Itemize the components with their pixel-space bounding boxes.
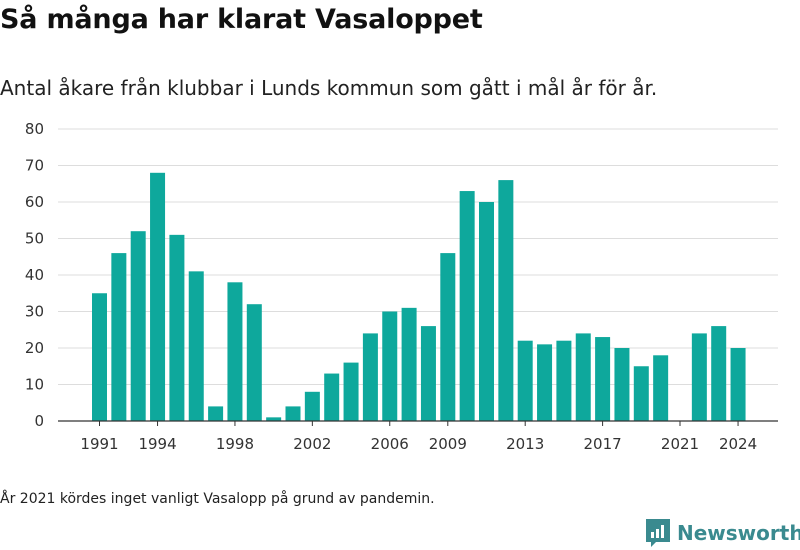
bar-2011 <box>479 202 494 421</box>
bar-2006 <box>382 311 398 421</box>
bar-2019 <box>633 366 649 421</box>
bar-2018 <box>614 348 630 421</box>
bar-1991 <box>92 293 107 421</box>
x-axis-ticks: 1991 1994 1998 2002 2006 2009 2013 2017 2021 2024 <box>80 421 757 453</box>
bar-chart: 0 10 20 30 40 50 60 70 80 1991 1994 1998 2002 2006 20… <box>25 120 778 453</box>
footnote: År 2021 kördes inget vanligt Vasalopp på… <box>0 491 435 507</box>
bars <box>92 172 746 421</box>
x-tick-label: 2021 <box>661 435 699 453</box>
bar-2008 <box>420 326 436 421</box>
brand-name: Newsworthy <box>677 521 800 545</box>
bar-2016 <box>575 333 591 421</box>
y-tick-label: 50 <box>25 230 44 248</box>
bar-2009 <box>440 253 456 421</box>
bar-2010 <box>459 191 475 421</box>
bar-2014 <box>537 344 553 421</box>
chart-title: Så många har klarat Vasaloppet <box>0 4 483 35</box>
newsworthy-logo-icon <box>646 519 670 547</box>
y-axis-tick-labels: 0 10 20 30 40 50 60 70 80 <box>25 120 44 430</box>
bar-2004 <box>343 362 359 421</box>
bar-2003 <box>324 373 340 421</box>
bar-1994 <box>150 172 166 421</box>
x-tick-label: 1998 <box>216 435 254 453</box>
x-tick-label: 2009 <box>429 435 467 453</box>
bar-2023 <box>711 326 727 421</box>
chart-subtitle: Antal åkare från klubbar i Lunds kommun … <box>0 76 658 100</box>
y-tick-label: 10 <box>25 376 44 394</box>
y-tick-label: 80 <box>25 120 44 138</box>
y-tick-label: 0 <box>34 412 44 430</box>
y-tick-label: 70 <box>25 157 44 175</box>
bar-2007 <box>401 307 417 421</box>
bar-1993 <box>130 231 146 421</box>
y-tick-label: 40 <box>25 266 44 284</box>
bar-2020 <box>653 355 669 421</box>
bar-1999 <box>246 304 262 421</box>
bar-2002 <box>304 391 320 421</box>
x-tick-label: 2024 <box>719 435 757 453</box>
x-tick-label: 1994 <box>138 435 176 453</box>
bar-1992 <box>111 253 127 421</box>
bar-2024 <box>730 348 746 421</box>
bar-2012 <box>498 180 514 421</box>
x-tick-label: 1991 <box>80 435 118 453</box>
x-tick-label: 2002 <box>293 435 331 453</box>
y-tick-label: 30 <box>25 303 44 321</box>
bar-1997 <box>208 406 224 421</box>
y-tick-label: 60 <box>25 193 44 211</box>
bar-2022 <box>691 333 707 421</box>
bar-1995 <box>169 234 185 421</box>
x-tick-label: 2006 <box>371 435 409 453</box>
bar-2017 <box>595 337 611 421</box>
gridlines <box>58 128 778 385</box>
bar-2001 <box>285 406 301 421</box>
bar-1998 <box>227 282 243 421</box>
bar-2015 <box>556 340 572 421</box>
brand-logo[interactable]: Newsworthy <box>646 519 800 547</box>
bar-2000 <box>266 417 282 421</box>
y-tick-label: 20 <box>25 339 44 357</box>
bar-2013 <box>517 340 533 421</box>
bar-2005 <box>362 333 378 421</box>
x-tick-label: 2017 <box>584 435 622 453</box>
x-tick-label: 2013 <box>506 435 544 453</box>
bar-1996 <box>188 271 204 421</box>
